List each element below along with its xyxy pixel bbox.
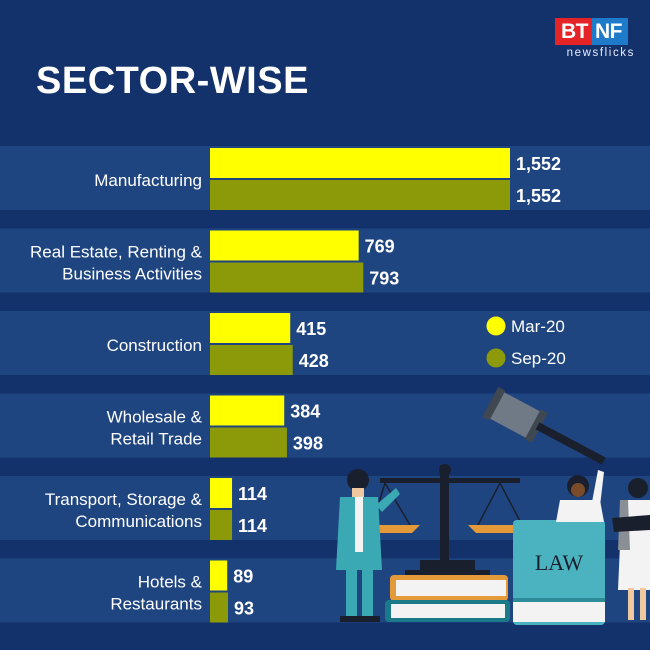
gavel-icon — [482, 386, 606, 465]
value-label: 114 — [238, 516, 267, 536]
bar-sep-20 — [210, 262, 364, 293]
lawyer-figure-right — [612, 478, 650, 620]
bar-mar-20 — [210, 395, 285, 426]
category-labels: Manufacturing Real Estate, Renting & Busin… — [30, 171, 203, 614]
category-label: Hotels & — [138, 573, 203, 592]
legend-label: Sep-20 — [511, 349, 566, 368]
bar-mar-20 — [210, 478, 233, 508]
legend-swatch-mar-20 — [486, 316, 506, 336]
logo-nf: NF — [592, 18, 628, 45]
legend-label: Mar-20 — [511, 317, 565, 336]
row-band — [0, 311, 650, 375]
category-label: Real Estate, Renting & — [30, 243, 203, 262]
category-label: Manufacturing — [94, 171, 202, 190]
lawyer-figure-center — [556, 470, 604, 522]
books-icon — [385, 575, 510, 622]
row-band — [0, 393, 650, 458]
bar-mar-20 — [210, 148, 510, 178]
law-book-label: LAW — [535, 550, 584, 575]
law-book-icon: LAW — [513, 520, 605, 625]
bar-sep-20 — [210, 427, 287, 458]
value-label: 769 — [365, 237, 395, 257]
value-label: 384 — [290, 402, 320, 422]
value-label: 114 — [238, 484, 267, 504]
category-label: Wholesale & — [107, 408, 203, 427]
logo-newsflicks: newsflicks — [566, 47, 635, 59]
value-label: 428 — [299, 351, 329, 371]
lawyer-figure-left — [336, 469, 400, 622]
page-title: SECTOR-WISE — [36, 60, 309, 102]
value-label: 398 — [293, 434, 323, 454]
value-label: 93 — [234, 599, 254, 619]
law-illustration: LAW — [336, 386, 650, 625]
brand-logo: BT NF newsflicks — [555, 18, 635, 59]
bar-mar-20 — [210, 560, 228, 591]
bar-sep-20 — [210, 345, 293, 375]
category-label: Restaurants — [110, 595, 202, 614]
category-label: Business Activities — [62, 265, 202, 284]
value-label: 793 — [369, 269, 399, 289]
category-label: Transport, Storage & — [45, 490, 203, 509]
value-label: 415 — [296, 319, 326, 339]
value-label: 1,552 — [516, 154, 561, 174]
bar-mar-20 — [210, 313, 291, 343]
logo-bt: BT — [555, 18, 592, 45]
value-labels: 1,552 1,552 769 793 415 428 384 398 114 114 89 93 — [233, 154, 561, 619]
legend: Mar-20 Sep-20 — [486, 316, 566, 368]
category-label: Construction — [107, 336, 202, 355]
value-label: 89 — [233, 567, 253, 587]
legend-swatch-sep-20 — [486, 348, 506, 368]
bar-mar-20 — [210, 230, 359, 261]
bar-sep-20 — [210, 592, 228, 623]
bar-sep-20 — [210, 510, 233, 540]
bars — [210, 148, 510, 623]
bar-sep-20 — [210, 180, 510, 210]
value-label: 1,552 — [516, 186, 561, 206]
category-label: Retail Trade — [110, 430, 202, 449]
category-label: Communications — [75, 512, 202, 531]
